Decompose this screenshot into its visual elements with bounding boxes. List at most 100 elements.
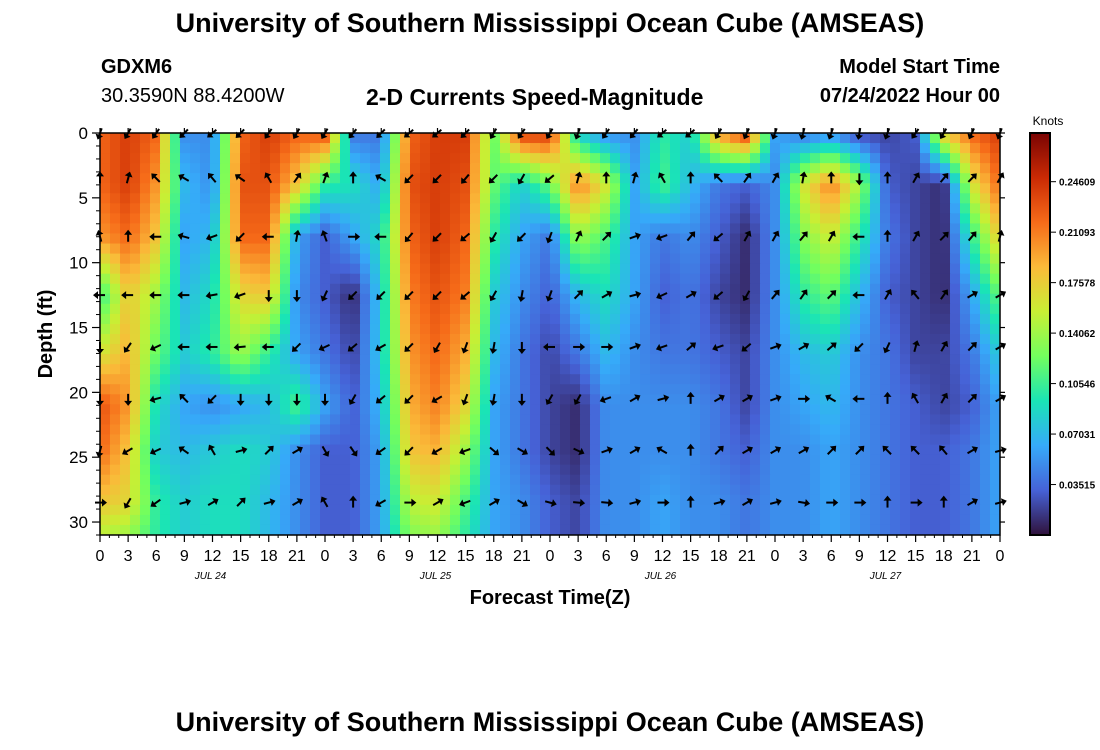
heat-cell — [430, 153, 441, 164]
heat-cell — [860, 133, 871, 144]
heat-cell — [140, 143, 151, 154]
heat-cell — [820, 293, 831, 305]
heat-cell — [460, 434, 471, 446]
heat-cell — [490, 203, 501, 214]
heat-cell — [790, 454, 801, 466]
current-arrow — [771, 230, 780, 242]
heat-cell — [830, 153, 841, 164]
heat-cell — [940, 203, 951, 214]
heat-cell — [640, 153, 651, 164]
heat-cell — [860, 303, 871, 315]
heat-cell — [870, 354, 881, 365]
heat-cell — [940, 283, 951, 295]
heat-cell — [510, 223, 521, 235]
heat-cell — [590, 213, 601, 225]
heat-cell — [340, 173, 351, 184]
heat-cell — [490, 313, 501, 325]
heat-cell — [560, 253, 571, 265]
heat-cell — [960, 273, 971, 285]
heat-cell — [350, 514, 361, 526]
heat-cell — [190, 354, 201, 365]
heat-cell — [870, 474, 881, 486]
axes: 0 3 6 9 12 15 18 21 0 3 6 9 12 15 18 21 0 3 6 9 12 15 18 21 0 3 6 9… — [69, 124, 1005, 582]
heat-cell — [880, 303, 891, 315]
heat-cell — [110, 273, 121, 285]
heat-cell — [950, 344, 961, 355]
current-arrow — [236, 393, 245, 406]
heat-cell — [270, 434, 281, 446]
heat-cell — [340, 414, 351, 426]
heat-cell — [830, 223, 841, 235]
heat-cell — [850, 424, 861, 436]
heat-cell — [320, 434, 331, 446]
heat-cell — [770, 474, 781, 486]
heat-cell — [100, 504, 111, 516]
heat-cell — [730, 484, 741, 496]
heat-cell — [110, 354, 121, 365]
heat-cell — [480, 334, 491, 345]
heat-cell — [540, 334, 551, 345]
heat-cell — [140, 293, 151, 305]
heat-cell — [700, 404, 711, 415]
heat-cell — [950, 384, 961, 395]
heat-cell — [730, 223, 741, 235]
heat-cell — [210, 243, 221, 255]
heat-cell — [410, 253, 421, 265]
heat-cell — [980, 133, 991, 144]
heat-cell — [820, 494, 831, 506]
heat-cell — [200, 263, 211, 275]
heat-cell — [800, 313, 811, 325]
heat-cell — [600, 404, 611, 415]
heat-cell — [590, 253, 601, 265]
x-tick-label: 15 — [457, 548, 475, 565]
heat-cell — [260, 444, 271, 456]
heat-cell — [770, 183, 781, 194]
current-arrow — [263, 498, 276, 506]
heat-cell — [210, 504, 221, 516]
heat-cell — [370, 514, 381, 526]
heat-cell — [920, 384, 931, 395]
heat-cell — [230, 203, 241, 214]
heat-cell — [920, 504, 931, 516]
heat-cell — [720, 494, 731, 506]
heat-cell — [600, 163, 611, 174]
heat-cell — [590, 273, 601, 285]
heat-cell — [410, 524, 421, 535]
heat-cell — [350, 183, 361, 194]
heat-cell — [820, 243, 831, 255]
heat-cell — [600, 243, 611, 255]
heat-cell — [520, 253, 531, 265]
heat-cell — [980, 444, 991, 456]
heat-cell — [950, 143, 961, 154]
current-arrow — [179, 498, 192, 506]
heat-cell — [440, 203, 451, 214]
heat-cell — [340, 394, 351, 405]
heat-cell — [740, 514, 751, 526]
x-tick-label: 18 — [935, 548, 953, 565]
heat-cell — [460, 364, 471, 375]
heat-cell — [390, 253, 401, 265]
heat-cell — [150, 504, 161, 516]
heat-cell — [590, 484, 601, 496]
heat-cell — [520, 173, 531, 184]
heat-cell — [430, 173, 441, 184]
heat-cell — [950, 293, 961, 305]
heat-cell — [210, 303, 221, 315]
heat-cell — [660, 504, 671, 516]
heat-cell — [560, 193, 571, 204]
heat-cell — [530, 514, 541, 526]
heat-cell — [370, 384, 381, 395]
heat-cell — [390, 263, 401, 275]
current-arrow — [827, 171, 836, 184]
heat-cell — [630, 384, 641, 395]
heat-cell — [240, 223, 251, 235]
heat-cell — [490, 424, 501, 436]
heat-cell — [740, 444, 751, 456]
heat-cell — [810, 273, 821, 285]
heat-cell — [910, 133, 921, 144]
heat-cell — [450, 143, 461, 154]
heat-cell — [630, 484, 641, 496]
current-arrow — [883, 391, 892, 404]
heat-cell — [320, 133, 331, 144]
heat-cell — [610, 313, 621, 325]
